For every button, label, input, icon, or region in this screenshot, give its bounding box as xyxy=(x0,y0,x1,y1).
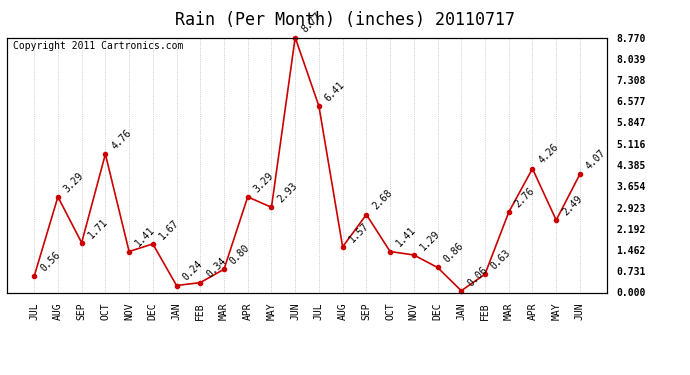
Text: 0.56: 0.56 xyxy=(39,250,62,273)
Text: 1.29: 1.29 xyxy=(418,228,442,252)
Text: 0.24: 0.24 xyxy=(181,259,204,283)
Text: 2.68: 2.68 xyxy=(371,188,394,212)
Text: 1.57: 1.57 xyxy=(347,220,371,244)
Text: 8.77: 8.77 xyxy=(299,11,323,35)
Text: 0.06: 0.06 xyxy=(466,264,489,288)
Text: 2.93: 2.93 xyxy=(275,181,299,204)
Text: 0.63: 0.63 xyxy=(489,248,513,272)
Text: 0.34: 0.34 xyxy=(204,256,228,280)
Text: 3.29: 3.29 xyxy=(252,170,275,194)
Text: 3.29: 3.29 xyxy=(62,170,86,194)
Text: 6.41: 6.41 xyxy=(323,80,347,104)
Text: 4.26: 4.26 xyxy=(537,142,560,166)
Text: 2.49: 2.49 xyxy=(560,194,584,217)
Text: 4.76: 4.76 xyxy=(110,128,133,152)
Text: Copyright 2011 Cartronics.com: Copyright 2011 Cartronics.com xyxy=(13,41,184,51)
Text: 4.07: 4.07 xyxy=(584,148,608,171)
Text: 1.71: 1.71 xyxy=(86,216,110,240)
Text: 2.76: 2.76 xyxy=(513,186,537,210)
Text: 1.41: 1.41 xyxy=(394,225,418,249)
Text: Rain (Per Month) (inches) 20110717: Rain (Per Month) (inches) 20110717 xyxy=(175,11,515,29)
Text: 0.86: 0.86 xyxy=(442,241,465,265)
Text: 1.41: 1.41 xyxy=(133,225,157,249)
Text: 0.80: 0.80 xyxy=(228,243,252,267)
Text: 1.67: 1.67 xyxy=(157,217,181,241)
